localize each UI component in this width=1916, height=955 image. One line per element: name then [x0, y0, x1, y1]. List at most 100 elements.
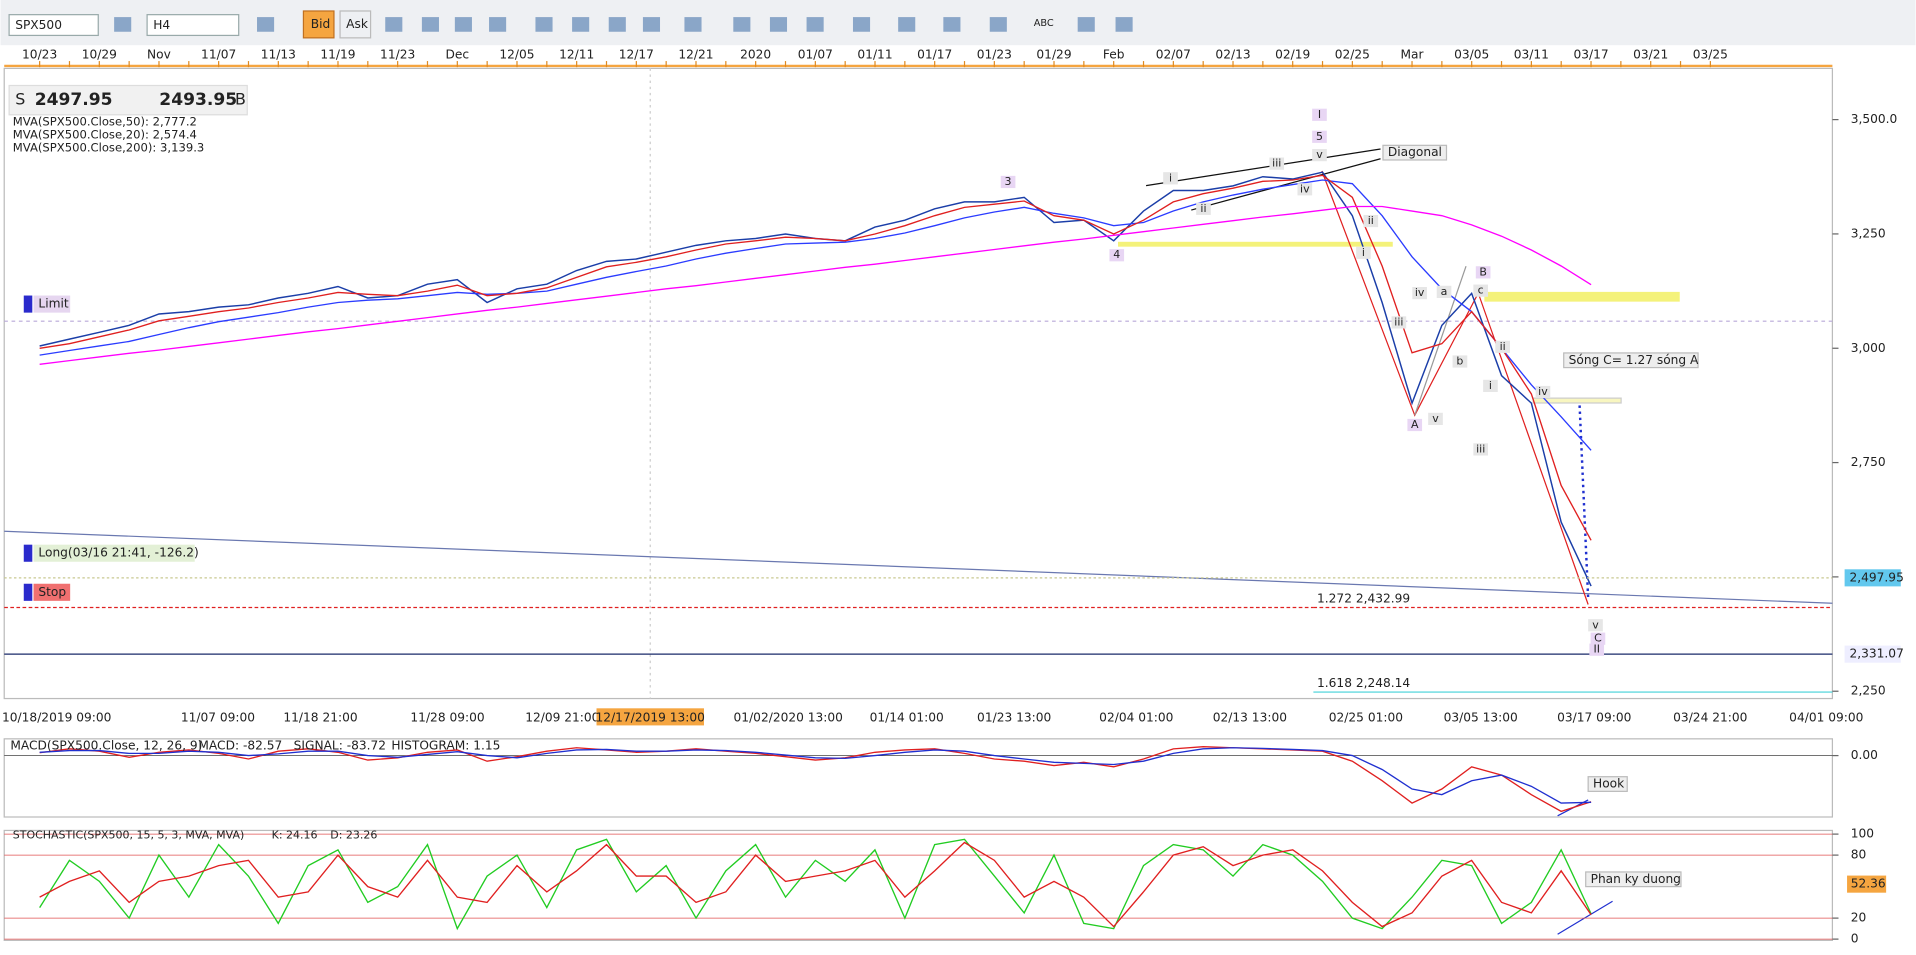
y-tick-label: 2,750 — [1851, 455, 1886, 469]
y-tick-label: 3,250 — [1851, 226, 1886, 240]
wave-label-box — [1428, 412, 1443, 425]
tool-icon[interactable] — [572, 17, 590, 32]
wave-label: iii — [1476, 442, 1485, 455]
y-tick-label: 3,000 — [1851, 341, 1886, 355]
tool-icon[interactable] — [852, 17, 871, 32]
tool-icon[interactable] — [608, 17, 626, 32]
tool-icon[interactable] — [806, 17, 824, 32]
wave-label-box — [1483, 379, 1498, 393]
date-label: 02/13 13:00 — [1213, 711, 1287, 725]
series-line — [39, 745, 1592, 813]
order-box[interactable] — [33, 583, 71, 601]
level-label: 1.618 2,248.14 — [1317, 676, 1410, 690]
series-line — [39, 841, 1592, 928]
tool-icon[interactable] — [257, 17, 275, 32]
x-tick-label: 02/19 — [1275, 47, 1310, 61]
tool-icon[interactable] — [421, 17, 439, 32]
support-zone — [1117, 241, 1393, 247]
date-label: 03/17 09:00 — [1557, 711, 1631, 725]
x-tick-label: 11/07 — [201, 47, 236, 61]
sell-price[interactable]: 2497.95 — [35, 90, 113, 110]
tool-icon[interactable] — [989, 17, 1007, 32]
series-line — [39, 174, 1592, 541]
x-tick-label: 03/17 — [1573, 47, 1608, 61]
wave-label-box — [1590, 632, 1606, 645]
tool-icon[interactable] — [943, 17, 961, 32]
trendline — [4, 530, 1833, 604]
date-label: 12/17/2019 13:00 — [596, 711, 705, 725]
price-tag — [1844, 645, 1901, 663]
price-panel — [3, 67, 1834, 700]
level-label: 2,331.07 — [1849, 647, 1903, 661]
wave-label-box — [1109, 249, 1125, 262]
y-tick-label: 2,250 — [1851, 684, 1886, 698]
wave-label: iii — [1394, 315, 1403, 328]
date-label: 01/14 01:00 — [870, 711, 944, 725]
wave-label-box — [1312, 148, 1327, 162]
legend-entry: D: 23.26 — [330, 828, 377, 841]
crosshair-tag — [596, 708, 704, 726]
tool-icon[interactable] — [1077, 17, 1095, 32]
x-tick-label: 12/11 — [559, 47, 594, 61]
wave-label-box — [1407, 418, 1423, 432]
order-marker — [23, 583, 33, 601]
tool-icon[interactable] — [454, 17, 472, 32]
wave-label-box — [1000, 175, 1016, 189]
legend-entry: MVA(SPX500.Close,50): 2,777.2 — [13, 115, 197, 129]
indicator-title: STOCHASTIC(SPX500, 15, 5, 3, MVA, MVA) — [13, 828, 244, 841]
tool-icon[interactable] — [535, 17, 553, 32]
x-tick-label: 03/11 — [1514, 47, 1549, 61]
wave-label: iv — [1300, 182, 1310, 195]
date-label: 01/23 13:00 — [977, 711, 1051, 725]
annotation: Phan ky duong — [1591, 872, 1681, 886]
annotation-box — [1587, 776, 1628, 792]
long-position: Long(03/16 21:41, -126.2) — [38, 546, 198, 560]
wave-label: iii — [1272, 157, 1281, 170]
wave-label: i — [1362, 246, 1365, 259]
text-tool[interactable]: ABC — [1034, 18, 1054, 29]
order-box[interactable] — [33, 295, 71, 313]
annotation: Diagonal — [1388, 145, 1442, 159]
wave-label: ii — [1500, 340, 1506, 353]
wave-line — [1321, 170, 1589, 605]
symbol: SPX500 — [15, 18, 62, 32]
x-tick-label: 01/17 — [917, 47, 952, 61]
x-tick-label: Dec — [446, 47, 470, 61]
date-label: 10/18/2019 09:00 — [2, 711, 111, 725]
order-marker — [23, 544, 33, 562]
buy-price[interactable]: 2493.95 — [159, 90, 237, 110]
ask-button[interactable] — [339, 10, 372, 39]
order-box[interactable] — [33, 544, 195, 562]
x-tick-label: 11/13 — [261, 47, 296, 61]
tool-icon[interactable] — [489, 17, 507, 32]
wave-label: c — [1478, 284, 1484, 297]
wave-label: ii — [1200, 202, 1206, 215]
wave-label: v — [1592, 618, 1599, 631]
date-label: 11/07 09:00 — [181, 711, 255, 725]
projection-line — [1578, 405, 1590, 599]
symbol-select[interactable] — [8, 14, 99, 37]
tool-icon[interactable] — [385, 17, 403, 32]
tool-icon[interactable] — [642, 17, 661, 32]
tool-icon[interactable] — [114, 17, 132, 32]
x-tick-label: 02/13 — [1215, 47, 1250, 61]
x-tick-label: 10/23 — [22, 47, 57, 61]
timeframe-select[interactable] — [146, 14, 240, 37]
wave-label: C — [1594, 632, 1602, 645]
wave-label: b — [1456, 354, 1463, 367]
wave-label-box — [1535, 385, 1551, 399]
y-tick-label: 0 — [1851, 932, 1859, 946]
resistance-zone — [1484, 291, 1680, 302]
bid-button[interactable] — [302, 10, 335, 39]
tool-icon[interactable] — [898, 17, 916, 32]
current-price: 2,497.95 — [1849, 570, 1903, 584]
date-label: 01/02/2020 13:00 — [734, 711, 843, 725]
wave-label-box — [1588, 619, 1603, 632]
tool-icon[interactable] — [769, 17, 788, 32]
tool-icon[interactable] — [1115, 17, 1133, 32]
tool-icon[interactable] — [733, 17, 751, 32]
series-line — [39, 179, 1592, 451]
tool-icon[interactable] — [684, 17, 702, 32]
